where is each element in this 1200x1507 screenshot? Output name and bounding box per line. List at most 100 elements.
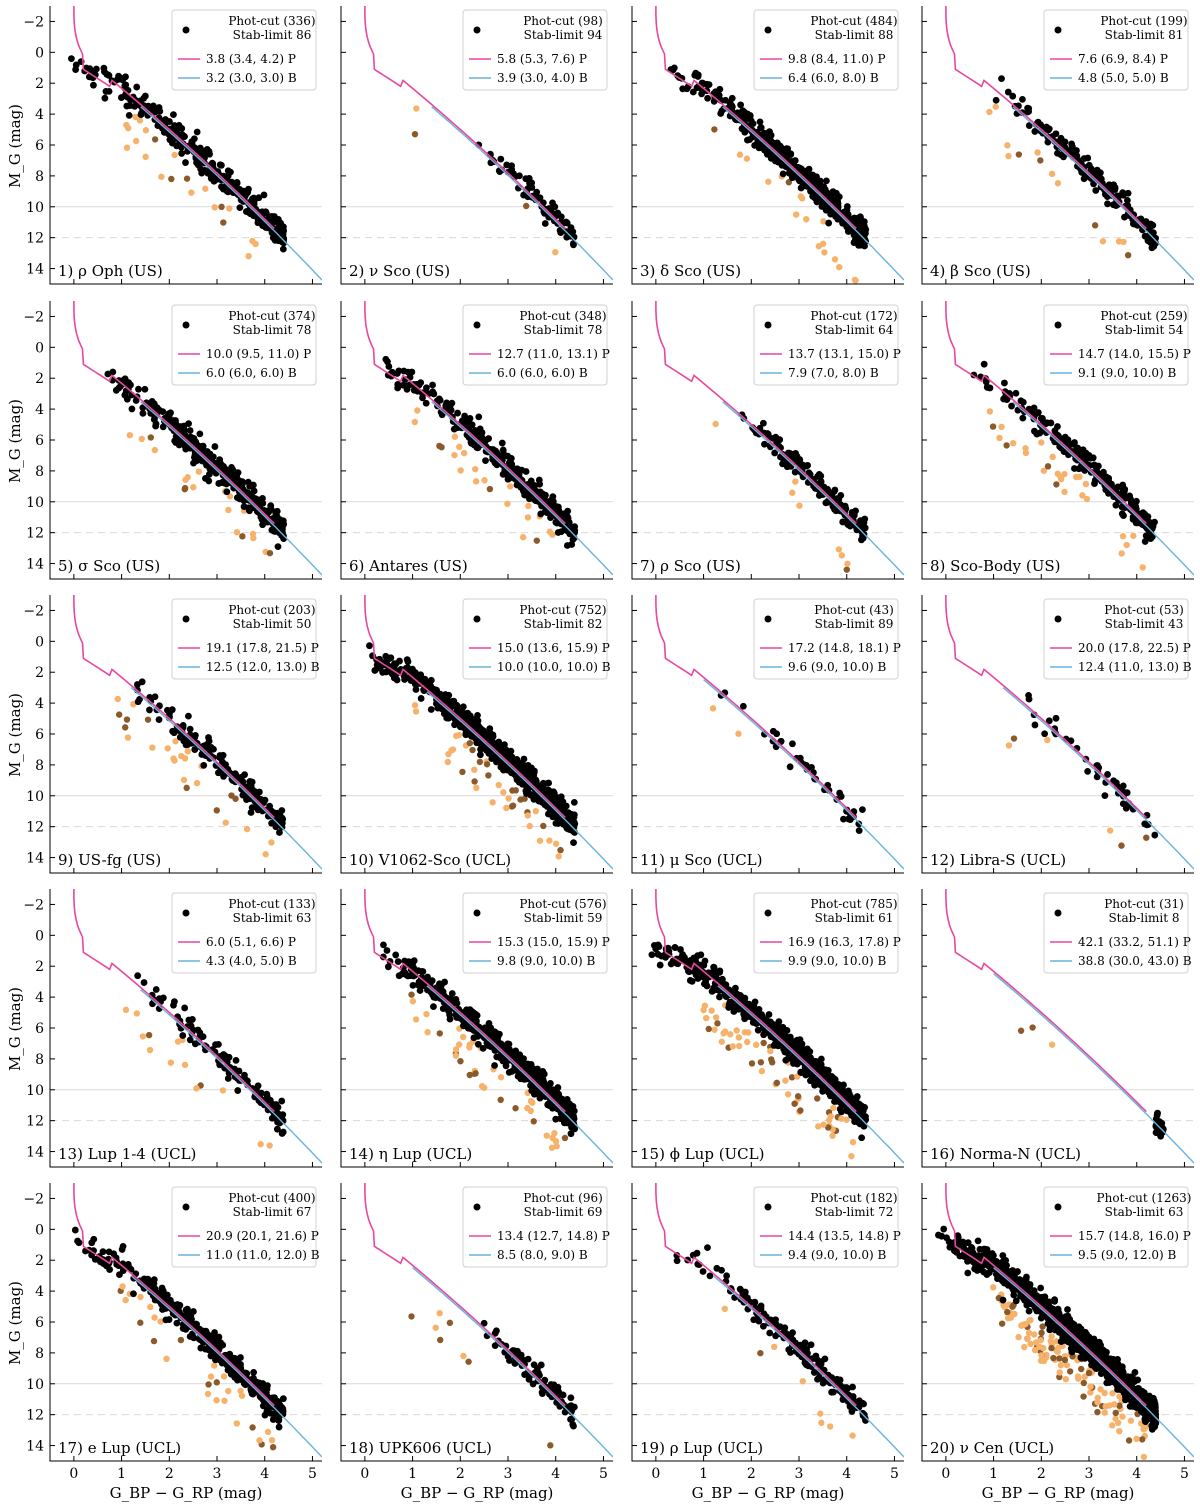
photcut-point [830, 1104, 837, 1112]
photcut-point [797, 193, 805, 200]
cmd-panel: Phot-cut (199)Stab-limit 817.6 (6.9, 8.4… [921, 6, 1194, 285]
member-point [109, 368, 117, 376]
photcut-point [1079, 492, 1086, 499]
member-point [1041, 730, 1049, 738]
member-point [771, 1040, 779, 1048]
panel-label: 8) Sco-Body (US) [930, 557, 1060, 575]
member-point [392, 951, 400, 959]
photcut-point [133, 1010, 141, 1017]
member-point [520, 1075, 528, 1083]
member-point [193, 128, 201, 136]
legend-stab-limit: Stab-limit 64 [815, 323, 894, 337]
member-point [141, 385, 149, 393]
legend-phot-cut: Phot-cut (172) [810, 309, 897, 323]
member-point [1101, 792, 1109, 800]
photcut-point [145, 1031, 153, 1039]
member-point [816, 482, 824, 490]
member-point [1118, 503, 1126, 511]
member-point [1036, 429, 1044, 437]
photcut-point [1083, 495, 1091, 503]
legend-frame [1043, 304, 1189, 386]
member-point [860, 218, 868, 226]
photcut-point [245, 252, 252, 260]
member-point [453, 702, 461, 710]
photcut-point [449, 746, 457, 753]
member-point [859, 226, 867, 233]
legend-marker-photcut [1054, 615, 1062, 623]
member-point [831, 505, 838, 513]
member-point [1025, 122, 1033, 129]
legend-b-age: 6.0 (6.0, 6.0) B [497, 366, 588, 380]
photcut-point [509, 802, 517, 809]
member-point [449, 996, 457, 1004]
member-point [1092, 187, 1100, 194]
photcut-point [1072, 473, 1080, 481]
legend-p-age: 14.7 (14.0, 15.5) P [1078, 347, 1191, 361]
member-point [366, 642, 373, 650]
photcut-point [144, 716, 152, 723]
member-point [279, 815, 287, 823]
member-point [430, 390, 438, 398]
member-point [747, 117, 755, 125]
legend-frame [171, 892, 317, 974]
member-point [255, 788, 263, 796]
member-point [1094, 762, 1101, 769]
photcut-point [142, 127, 150, 134]
member-point [789, 740, 796, 748]
member-point [125, 111, 133, 119]
member-point [127, 96, 134, 104]
photcut-point [824, 1124, 832, 1131]
member-point [846, 522, 854, 530]
member-point [475, 413, 483, 421]
member-point [522, 468, 530, 475]
member-point [737, 101, 745, 109]
member-point [1039, 415, 1046, 422]
member-point [1093, 773, 1101, 781]
legend-b-age: 4.3 (4.0, 5.0) B [206, 954, 297, 968]
member-point [1008, 402, 1015, 410]
y-tick-label: 12 [26, 1114, 44, 1130]
member-point [435, 395, 443, 403]
b-isochrone [426, 985, 613, 1164]
photcut-point [1044, 463, 1052, 470]
photcut-point [1061, 488, 1068, 496]
member-point [777, 144, 785, 152]
member-point [168, 706, 176, 714]
member-point [1071, 439, 1078, 446]
member-point [231, 1073, 239, 1081]
panel-label: 1) ρ Oph (US) [58, 262, 163, 280]
member-point [537, 510, 545, 518]
photcut-point [729, 1043, 736, 1050]
member-point [773, 730, 781, 738]
legend-frame [462, 892, 608, 974]
member-point [705, 81, 713, 89]
legend-phot-cut: Phot-cut (199) [1100, 14, 1187, 28]
photcut-point [472, 1070, 479, 1077]
legend-b-age: 3.9 (3.0, 4.0) B [497, 71, 588, 85]
member-point [172, 419, 179, 427]
photcut-point [523, 202, 530, 210]
member-point [486, 729, 494, 737]
member-point [562, 822, 570, 830]
photcut-point [411, 702, 419, 709]
y-tick-label: 2 [35, 371, 44, 387]
axis-spines [921, 6, 1194, 285]
photcut-point [820, 218, 827, 225]
photcut-point [743, 155, 751, 162]
member-point [505, 459, 513, 467]
legend-frame [462, 9, 608, 91]
legend-b-age: 9.6 (9.0, 10.0) B [788, 660, 887, 674]
photcut-point [998, 423, 1005, 431]
photcut-point [1139, 564, 1146, 571]
y-tick-label: 0 [35, 928, 44, 944]
legend-stab-limit: Stab-limit 81 [1105, 28, 1184, 42]
member-point [843, 203, 851, 210]
photcut-point [1010, 439, 1017, 447]
panel-label: 4) β Sco (US) [930, 262, 1031, 280]
member-point [716, 967, 724, 975]
photcut-point [220, 219, 227, 226]
y-tick-label: 8 [35, 464, 44, 480]
y-axis-title: M_G (mag) [6, 987, 24, 1071]
